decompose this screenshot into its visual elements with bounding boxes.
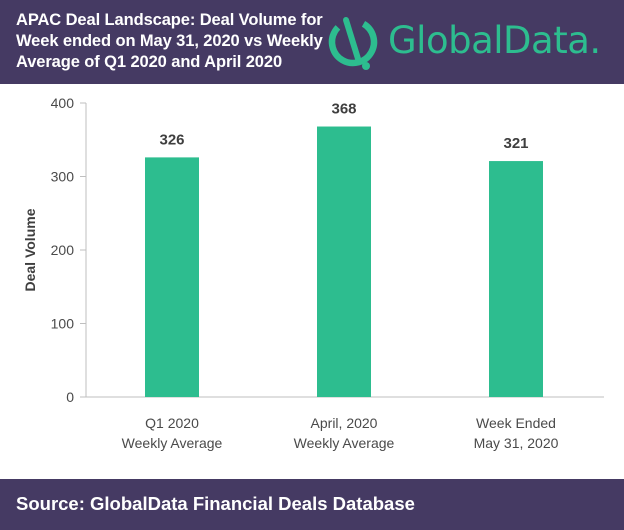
globaldata-logo-text: GlobalData.: [388, 19, 601, 62]
x-tick-label-line: May 31, 2020: [474, 435, 559, 451]
x-tick-label: Q1 2020 Weekly Average: [122, 415, 223, 451]
x-tick-label-line: Weekly Average: [294, 435, 395, 451]
bars: [145, 126, 543, 398]
chart-title-line-2: Week ended on May 31, 2020 vs Weekly: [16, 32, 323, 50]
chart-title: APAC Deal Landscape: Deal Volume for Wee…: [16, 10, 336, 73]
data-label: 321: [503, 135, 528, 152]
x-tick-label-line: Week Ended: [476, 415, 556, 431]
x-tick-label-line: Weekly Average: [122, 435, 223, 451]
x-tick-label-line: April, 2020: [311, 415, 378, 431]
source-note: Source: GlobalData Financial Deals Datab…: [16, 493, 415, 514]
bar: [145, 157, 199, 397]
y-tick-label: 100: [51, 316, 75, 332]
y-tick-label: 300: [51, 169, 75, 185]
bar: [489, 161, 543, 397]
x-tick-label-line: Q1 2020: [145, 415, 199, 431]
x-tick-label: Week Ended May 31, 2020: [474, 415, 559, 451]
bar: [317, 126, 371, 398]
footer-bar: Source: GlobalData Financial Deals Datab…: [0, 479, 624, 530]
x-tick-label: April, 2020 Weekly Average: [294, 415, 395, 451]
chart-title-line-3: Average of Q1 2020 and April 2020: [16, 53, 283, 71]
x-axis-ticks: Q1 2020 Weekly Average April, 2020 Weekly A…: [122, 415, 559, 451]
data-labels: 326 368 321: [159, 101, 528, 153]
y-axis-label: Deal Volume: [22, 208, 38, 291]
data-label: 326: [159, 131, 184, 148]
chart-title-line-1: APAC Deal Landscape: Deal Volume for: [16, 11, 323, 29]
data-label: 368: [331, 101, 356, 118]
y-tick-label: 0: [66, 389, 74, 405]
globaldata-logo-icon: [328, 17, 378, 70]
bar-chart: 0 100 200 300 400 326 368 321 Q1 2020 Weekly Av…: [22, 95, 604, 451]
y-axis-ticks: 0 100 200 300 400: [51, 95, 86, 405]
y-tick-label: 200: [51, 242, 75, 258]
globaldata-logo: GlobalData.: [326, 12, 616, 72]
header-bar: APAC Deal Landscape: Deal Volume for Wee…: [0, 0, 624, 84]
y-tick-label: 400: [51, 95, 75, 111]
